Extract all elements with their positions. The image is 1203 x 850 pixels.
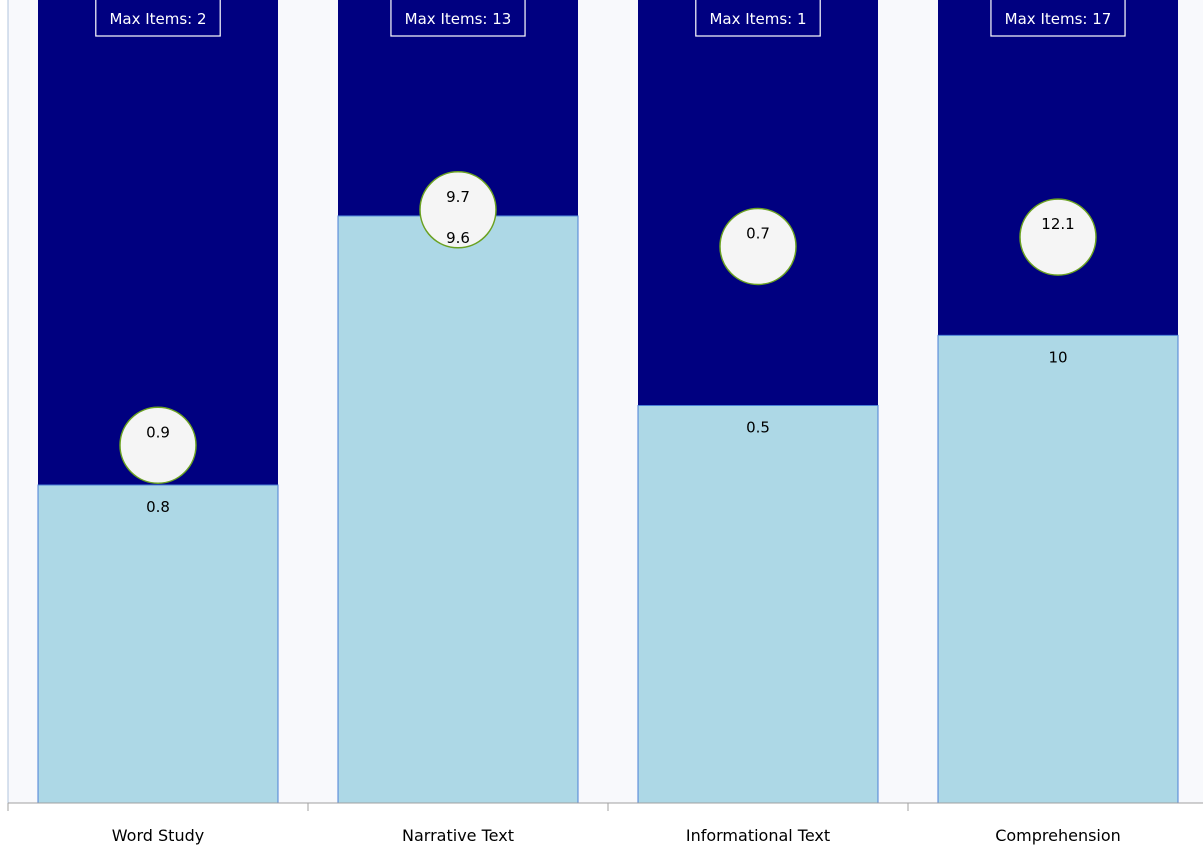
max-items-label-box: [95, 0, 221, 37]
max-items-label: Max Items: 17: [1005, 10, 1112, 28]
max-items-label-box: [390, 0, 526, 37]
value-bar: [937, 334, 1179, 804]
value-bar: [37, 484, 279, 804]
category-label: Narrative Text: [402, 826, 514, 845]
score-marker: [719, 207, 797, 286]
max-items-label: Max Items: 1: [709, 10, 806, 28]
bar-value-label: 0.8: [146, 498, 170, 516]
marker-value-label: 12.1: [1041, 215, 1074, 233]
value-bar: [337, 215, 579, 804]
category-label: Comprehension: [995, 826, 1121, 845]
max-items-label: Max Items: 13: [405, 10, 512, 28]
max-items-label-box: [990, 0, 1126, 37]
score-marker: [119, 406, 197, 484]
bar-value-label: 0.5: [746, 419, 770, 437]
value-bar: [637, 405, 879, 804]
max-items-label: Max Items: 2: [109, 10, 206, 28]
score-marker: [1019, 198, 1097, 276]
bar-value-label: 10: [1048, 348, 1067, 366]
marker-value-label: 0.9: [146, 423, 170, 441]
plot-area: Max Items: 2 0.9 0.8 Word Study Max Items: 1…: [7, 0, 1203, 845]
marker-value-label: 9.7: [446, 188, 470, 206]
bar-value-label: 9.6: [446, 229, 470, 247]
max-items-label-box: [695, 0, 821, 37]
category-label: Informational Text: [686, 826, 830, 845]
marker-value-label: 0.7: [746, 225, 770, 243]
score-marker: [419, 171, 497, 249]
category-label: Word Study: [112, 826, 204, 845]
